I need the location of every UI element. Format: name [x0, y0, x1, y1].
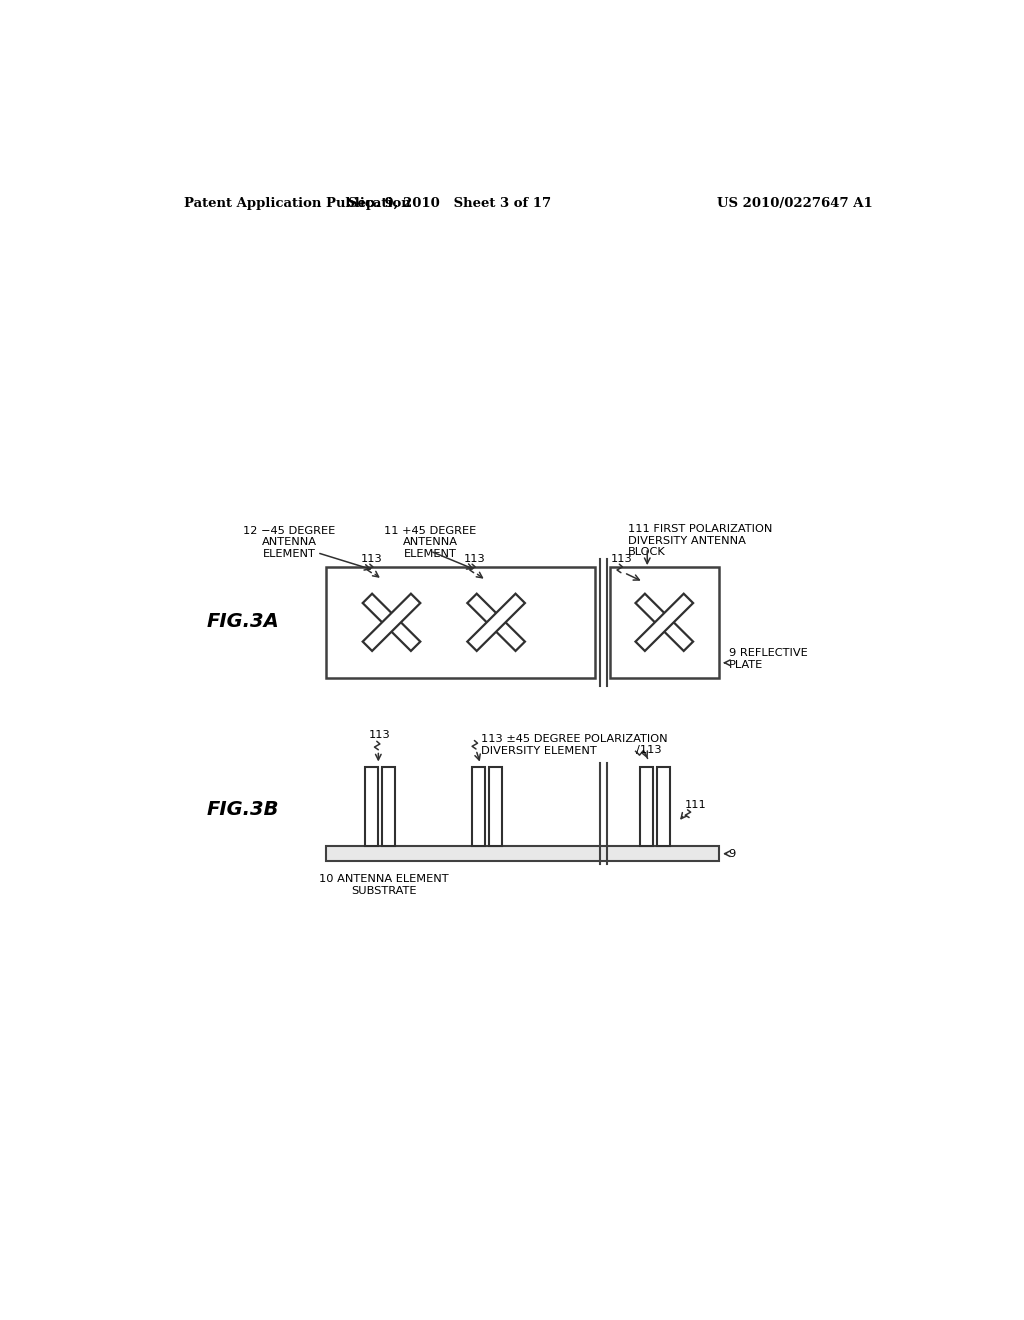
- Polygon shape: [636, 594, 693, 651]
- Bar: [610, 566, 719, 678]
- Polygon shape: [467, 594, 525, 651]
- Text: 113 ±45 DEGREE POLARIZATION
DIVERSITY ELEMENT: 113 ±45 DEGREE POLARIZATION DIVERSITY EL…: [480, 734, 668, 756]
- Bar: [640, 767, 653, 846]
- Polygon shape: [362, 594, 420, 651]
- Text: Sep. 9, 2010   Sheet 3 of 17: Sep. 9, 2010 Sheet 3 of 17: [348, 197, 551, 210]
- Bar: [365, 767, 378, 846]
- Bar: [326, 846, 719, 861]
- Polygon shape: [467, 594, 525, 651]
- Text: FIG.3B: FIG.3B: [207, 800, 279, 818]
- Text: ∕113: ∕113: [636, 746, 662, 755]
- Text: 9 REFLECTIVE
PLATE: 9 REFLECTIVE PLATE: [729, 648, 807, 669]
- Text: US 2010/0227647 A1: US 2010/0227647 A1: [717, 197, 872, 210]
- Text: 10 ANTENNA ELEMENT
SUBSTRATE: 10 ANTENNA ELEMENT SUBSTRATE: [318, 875, 449, 896]
- Text: 113: 113: [610, 554, 633, 564]
- Polygon shape: [636, 594, 693, 651]
- Bar: [326, 566, 595, 678]
- Text: 12 −45 DEGREE
ANTENNA
ELEMENT: 12 −45 DEGREE ANTENNA ELEMENT: [243, 525, 335, 558]
- Text: 113: 113: [361, 554, 383, 564]
- Text: 11 +45 DEGREE
ANTENNA
ELEMENT: 11 +45 DEGREE ANTENNA ELEMENT: [384, 525, 476, 558]
- Text: 113: 113: [369, 730, 391, 739]
- Text: 111 FIRST POLARIZATION
DIVERSITY ANTENNA
BLOCK: 111 FIRST POLARIZATION DIVERSITY ANTENNA…: [628, 524, 772, 557]
- Text: 9: 9: [729, 849, 736, 859]
- Polygon shape: [362, 594, 420, 651]
- Bar: [472, 767, 484, 846]
- Text: FIG.3A: FIG.3A: [206, 612, 280, 631]
- Bar: [657, 767, 670, 846]
- Bar: [382, 767, 395, 846]
- Bar: [488, 767, 502, 846]
- Text: 111: 111: [684, 800, 707, 810]
- Text: Patent Application Publication: Patent Application Publication: [183, 197, 411, 210]
- Text: 113: 113: [464, 554, 485, 564]
